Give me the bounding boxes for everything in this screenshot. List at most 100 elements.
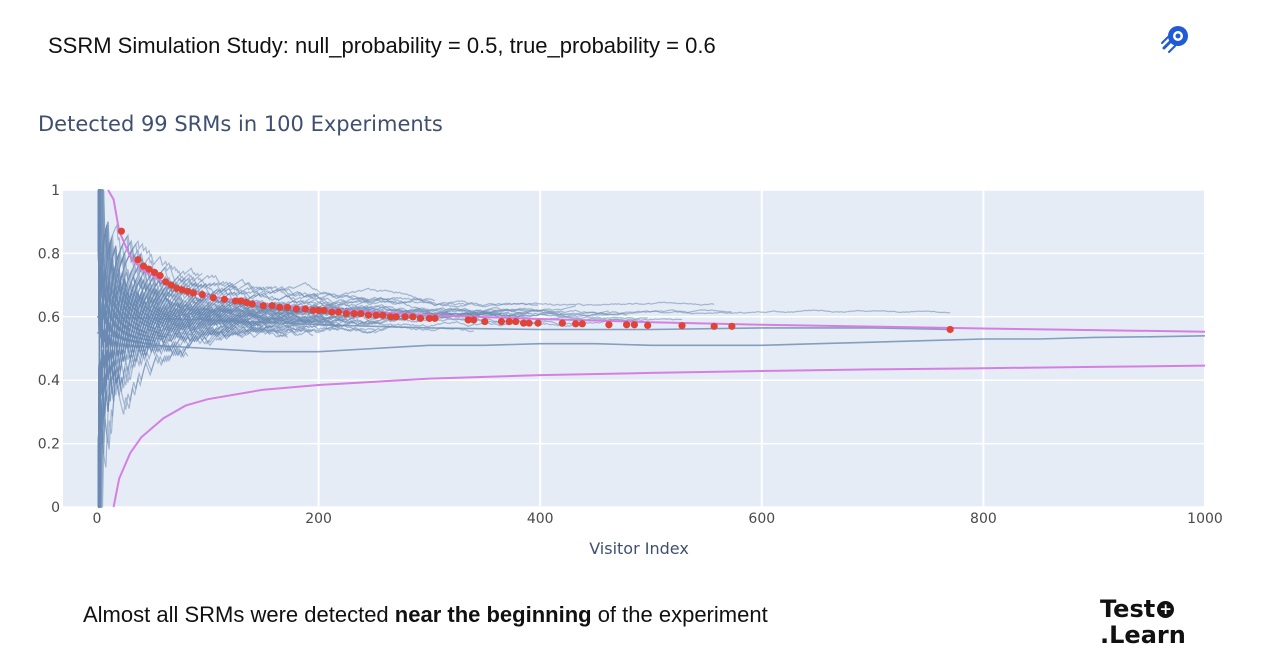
detection-point xyxy=(162,278,170,286)
detection-point xyxy=(350,310,358,318)
detection-point xyxy=(276,303,284,311)
slide-title: SSRM Simulation Study: null_probability … xyxy=(48,33,716,58)
x-tick-label: 0 xyxy=(93,511,102,527)
detection-point xyxy=(372,311,380,319)
detection-point xyxy=(379,311,387,319)
detection-point xyxy=(512,317,520,326)
detection-point xyxy=(401,313,409,321)
detection-point xyxy=(242,298,251,307)
detection-point xyxy=(320,306,328,315)
detection-point xyxy=(198,291,206,299)
gridlines xyxy=(63,189,1206,508)
y-tick-label: 1 xyxy=(51,183,60,199)
x-tick-label: 1000 xyxy=(1187,511,1223,527)
chart-title: Detected 99 SRMs in 100 Experiments xyxy=(38,112,443,136)
caption-text-pre: Almost all SRMs were detected xyxy=(83,602,395,627)
plus-icon: + xyxy=(1157,601,1175,618)
caption-text-post: of the experiment xyxy=(591,602,768,627)
experiment-trace xyxy=(97,189,733,402)
detection-point xyxy=(630,321,638,329)
x-tick-label: 800 xyxy=(970,511,997,527)
detection-point xyxy=(145,265,153,273)
detection-point xyxy=(605,321,613,329)
detection-point xyxy=(519,319,528,327)
detection-point xyxy=(946,325,954,334)
stopped-experiment-line xyxy=(96,316,951,331)
undetected-experiment-line xyxy=(96,331,1206,353)
detection-point xyxy=(315,306,323,315)
detection-point xyxy=(425,314,433,322)
experiment-trace xyxy=(97,269,347,508)
detection-point xyxy=(156,271,164,280)
detection-point xyxy=(470,316,478,324)
detection-point xyxy=(578,320,586,328)
experiment-trace xyxy=(98,299,369,508)
detection-point xyxy=(178,286,186,294)
detection-point xyxy=(409,313,417,321)
detection-point xyxy=(189,289,197,297)
logo-line-2: .Learn xyxy=(1100,621,1186,649)
detection-point xyxy=(151,268,159,277)
experiment-trace xyxy=(97,253,361,508)
detection-point xyxy=(248,300,256,308)
experiment-trace xyxy=(97,253,715,508)
y-tick-label: 0.2 xyxy=(38,437,60,453)
x-tick-label: 200 xyxy=(305,511,332,527)
detection-point xyxy=(139,262,148,270)
lower-bound-line xyxy=(112,364,1206,508)
detection-point xyxy=(292,305,301,313)
detection-point xyxy=(209,294,217,302)
detection-point xyxy=(334,308,343,316)
detection-point xyxy=(342,310,350,318)
detection-point xyxy=(301,305,309,313)
detection-point xyxy=(623,321,631,329)
plot-area xyxy=(63,190,1205,507)
y-tick-label: 0.6 xyxy=(38,310,60,326)
caption: Almost all SRMs were detected near the b… xyxy=(83,602,768,628)
detection-point xyxy=(644,321,652,329)
detection-point xyxy=(464,316,472,324)
detection-point xyxy=(392,313,400,321)
detection-point xyxy=(173,284,181,292)
detection-point xyxy=(481,317,489,326)
detection-point xyxy=(283,303,292,311)
detection-point xyxy=(710,322,718,330)
detection-point xyxy=(184,287,192,296)
x-tick-label: 600 xyxy=(748,511,775,527)
experiment-trace xyxy=(98,339,194,508)
detection-point xyxy=(309,306,317,315)
simulation-chart: 0 200 400 600 800 1000 0 0.2 0.4 0.6 0.8 1 Visitor … xyxy=(38,183,1223,558)
detection-point xyxy=(328,308,336,316)
detection-point xyxy=(259,302,267,310)
detection-point xyxy=(364,311,373,319)
rocket-badge-icon xyxy=(1161,26,1188,53)
detection-point xyxy=(678,322,686,330)
y-tick-label: 0.8 xyxy=(38,246,60,262)
detection-point xyxy=(237,297,245,305)
detection-point xyxy=(572,320,580,328)
detection-points xyxy=(117,227,954,334)
detection-point xyxy=(167,281,175,289)
detection-point xyxy=(268,302,276,310)
logo-line-1: Test xyxy=(1100,595,1156,623)
detection-point xyxy=(387,313,395,321)
x-axis-title: Visitor Index xyxy=(589,539,689,558)
detection-point xyxy=(728,322,736,330)
detection-point xyxy=(357,310,365,318)
detection-point xyxy=(505,317,513,326)
caption-text-bold: near the beginning xyxy=(394,602,592,627)
detection-point xyxy=(525,319,533,327)
test-learn-logo: Test + .Learn xyxy=(1100,596,1190,652)
y-tick-label: 0 xyxy=(51,500,60,516)
detection-point xyxy=(220,295,229,303)
detection-point xyxy=(497,317,506,326)
detection-point xyxy=(117,227,125,235)
detection-point xyxy=(558,319,566,327)
x-tick-label: 400 xyxy=(527,511,554,527)
detection-point xyxy=(416,314,425,322)
detection-point xyxy=(134,256,142,264)
y-tick-label: 0.4 xyxy=(38,373,60,389)
axis-ticks: 0 200 400 600 800 1000 0 0.2 0.4 0.6 0.8 1 xyxy=(38,183,1223,527)
detection-point xyxy=(231,297,240,305)
detection-point xyxy=(431,314,439,322)
